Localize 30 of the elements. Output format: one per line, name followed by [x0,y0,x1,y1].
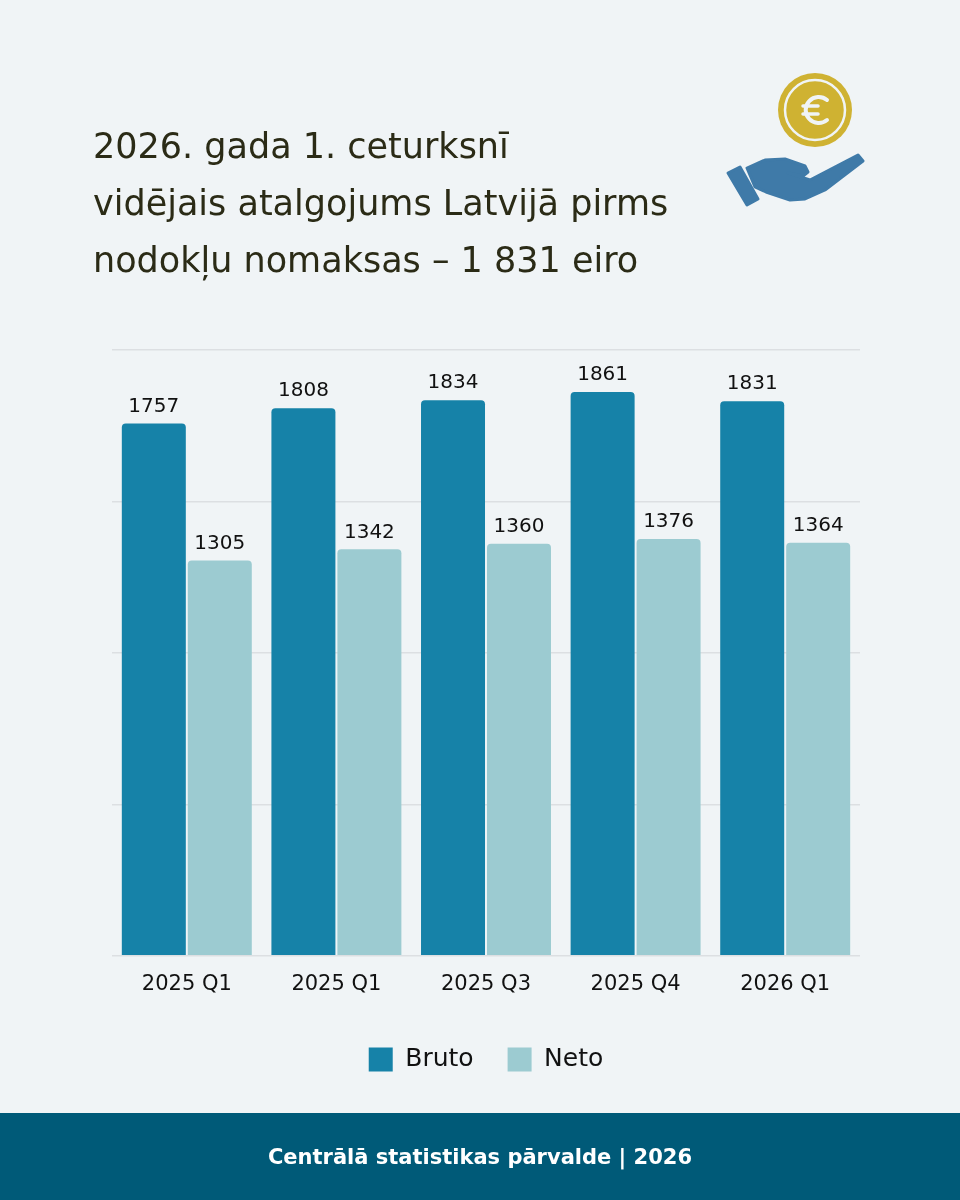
data-label: 1364 [792,511,844,536]
x-tick-label: 2025 Q3 [440,970,532,995]
data-label: 1342 [343,518,395,543]
bar [570,392,635,956]
bar [636,539,701,956]
chart-subtitle: vidējais atalgojums Latvijā pirms nodokļu nomaksas – 1 831 eiro [93,182,670,283]
text: Centrālā statistikas pārvalde | 2026 [267,1144,693,1169]
bar [421,400,486,956]
data-label: 1757 [128,392,180,417]
data-label: 1831 [726,370,778,395]
bar [486,543,551,956]
legend-label: Bruto [405,1043,474,1072]
x-tick-label: 2025 Q4 [590,970,681,995]
bar [786,542,851,956]
legend-label: Neto [544,1043,604,1072]
bar [720,401,785,956]
bar [187,560,252,956]
x-tick-label: 2025 Q1 [141,970,232,995]
bar [271,408,336,956]
bar [337,549,402,956]
bar [121,423,186,956]
data-label: 1808 [277,377,329,402]
data-label: 1376 [643,508,695,533]
data-label: 1305 [194,529,246,554]
x-tick-label: 2026 Q1 [740,970,831,995]
x-tick-label: 2025 Q1 [291,970,382,995]
chart-title: 2026. gada 1. ceturksnī [93,125,510,168]
data-label: 1360 [493,513,545,538]
data-label: 1834 [427,369,479,394]
data-label: 1861 [577,361,629,386]
